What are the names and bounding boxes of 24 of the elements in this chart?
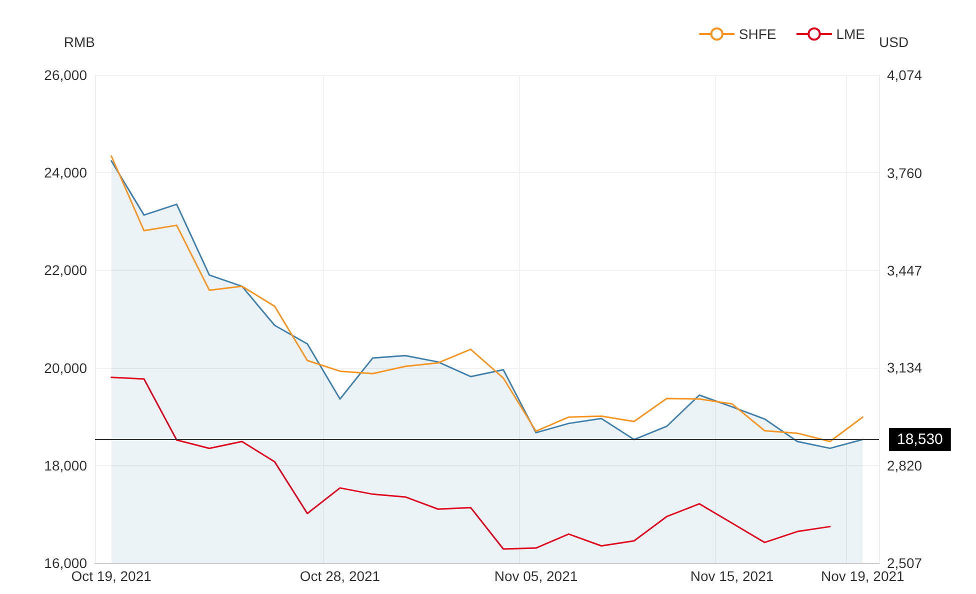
y-tick-label: 16,000 <box>44 555 88 571</box>
line-series <box>110 376 831 550</box>
y2-tick-label: 3,760 <box>887 164 922 181</box>
line-series <box>110 155 864 442</box>
x-tick-label: Oct 28, 2021 <box>300 568 380 584</box>
y-tick-label: 18,000 <box>44 457 88 474</box>
y2-tick-label: 3,134 <box>887 360 922 376</box>
y2-tick-label: 2,507 <box>887 555 922 571</box>
ref-line-label: 18,530 <box>897 431 943 448</box>
x-tick-label: Nov 15, 2021 <box>690 568 774 584</box>
legend-label: SHFE <box>738 26 776 42</box>
y-tick-label: 20,000 <box>44 360 88 376</box>
y2-tick-label: 3,447 <box>887 262 922 278</box>
y2-tick-label: 4,074 <box>887 67 922 83</box>
x-tick-label: Nov 05, 2021 <box>494 568 578 584</box>
y2-axis-title: USD <box>879 34 909 50</box>
y-tick-label: 24,000 <box>44 164 88 181</box>
y-tick-label: 22,000 <box>44 262 88 278</box>
y-axis-title: RMB <box>64 34 95 50</box>
y2-tick-label: 2,820 <box>887 458 922 474</box>
x-tick-label: Oct 19, 2021 <box>71 568 152 584</box>
x-tick-label: Nov 19, 2021 <box>821 568 905 584</box>
legend-label: LME <box>836 26 866 42</box>
y-tick-label: 26,000 <box>44 67 88 83</box>
